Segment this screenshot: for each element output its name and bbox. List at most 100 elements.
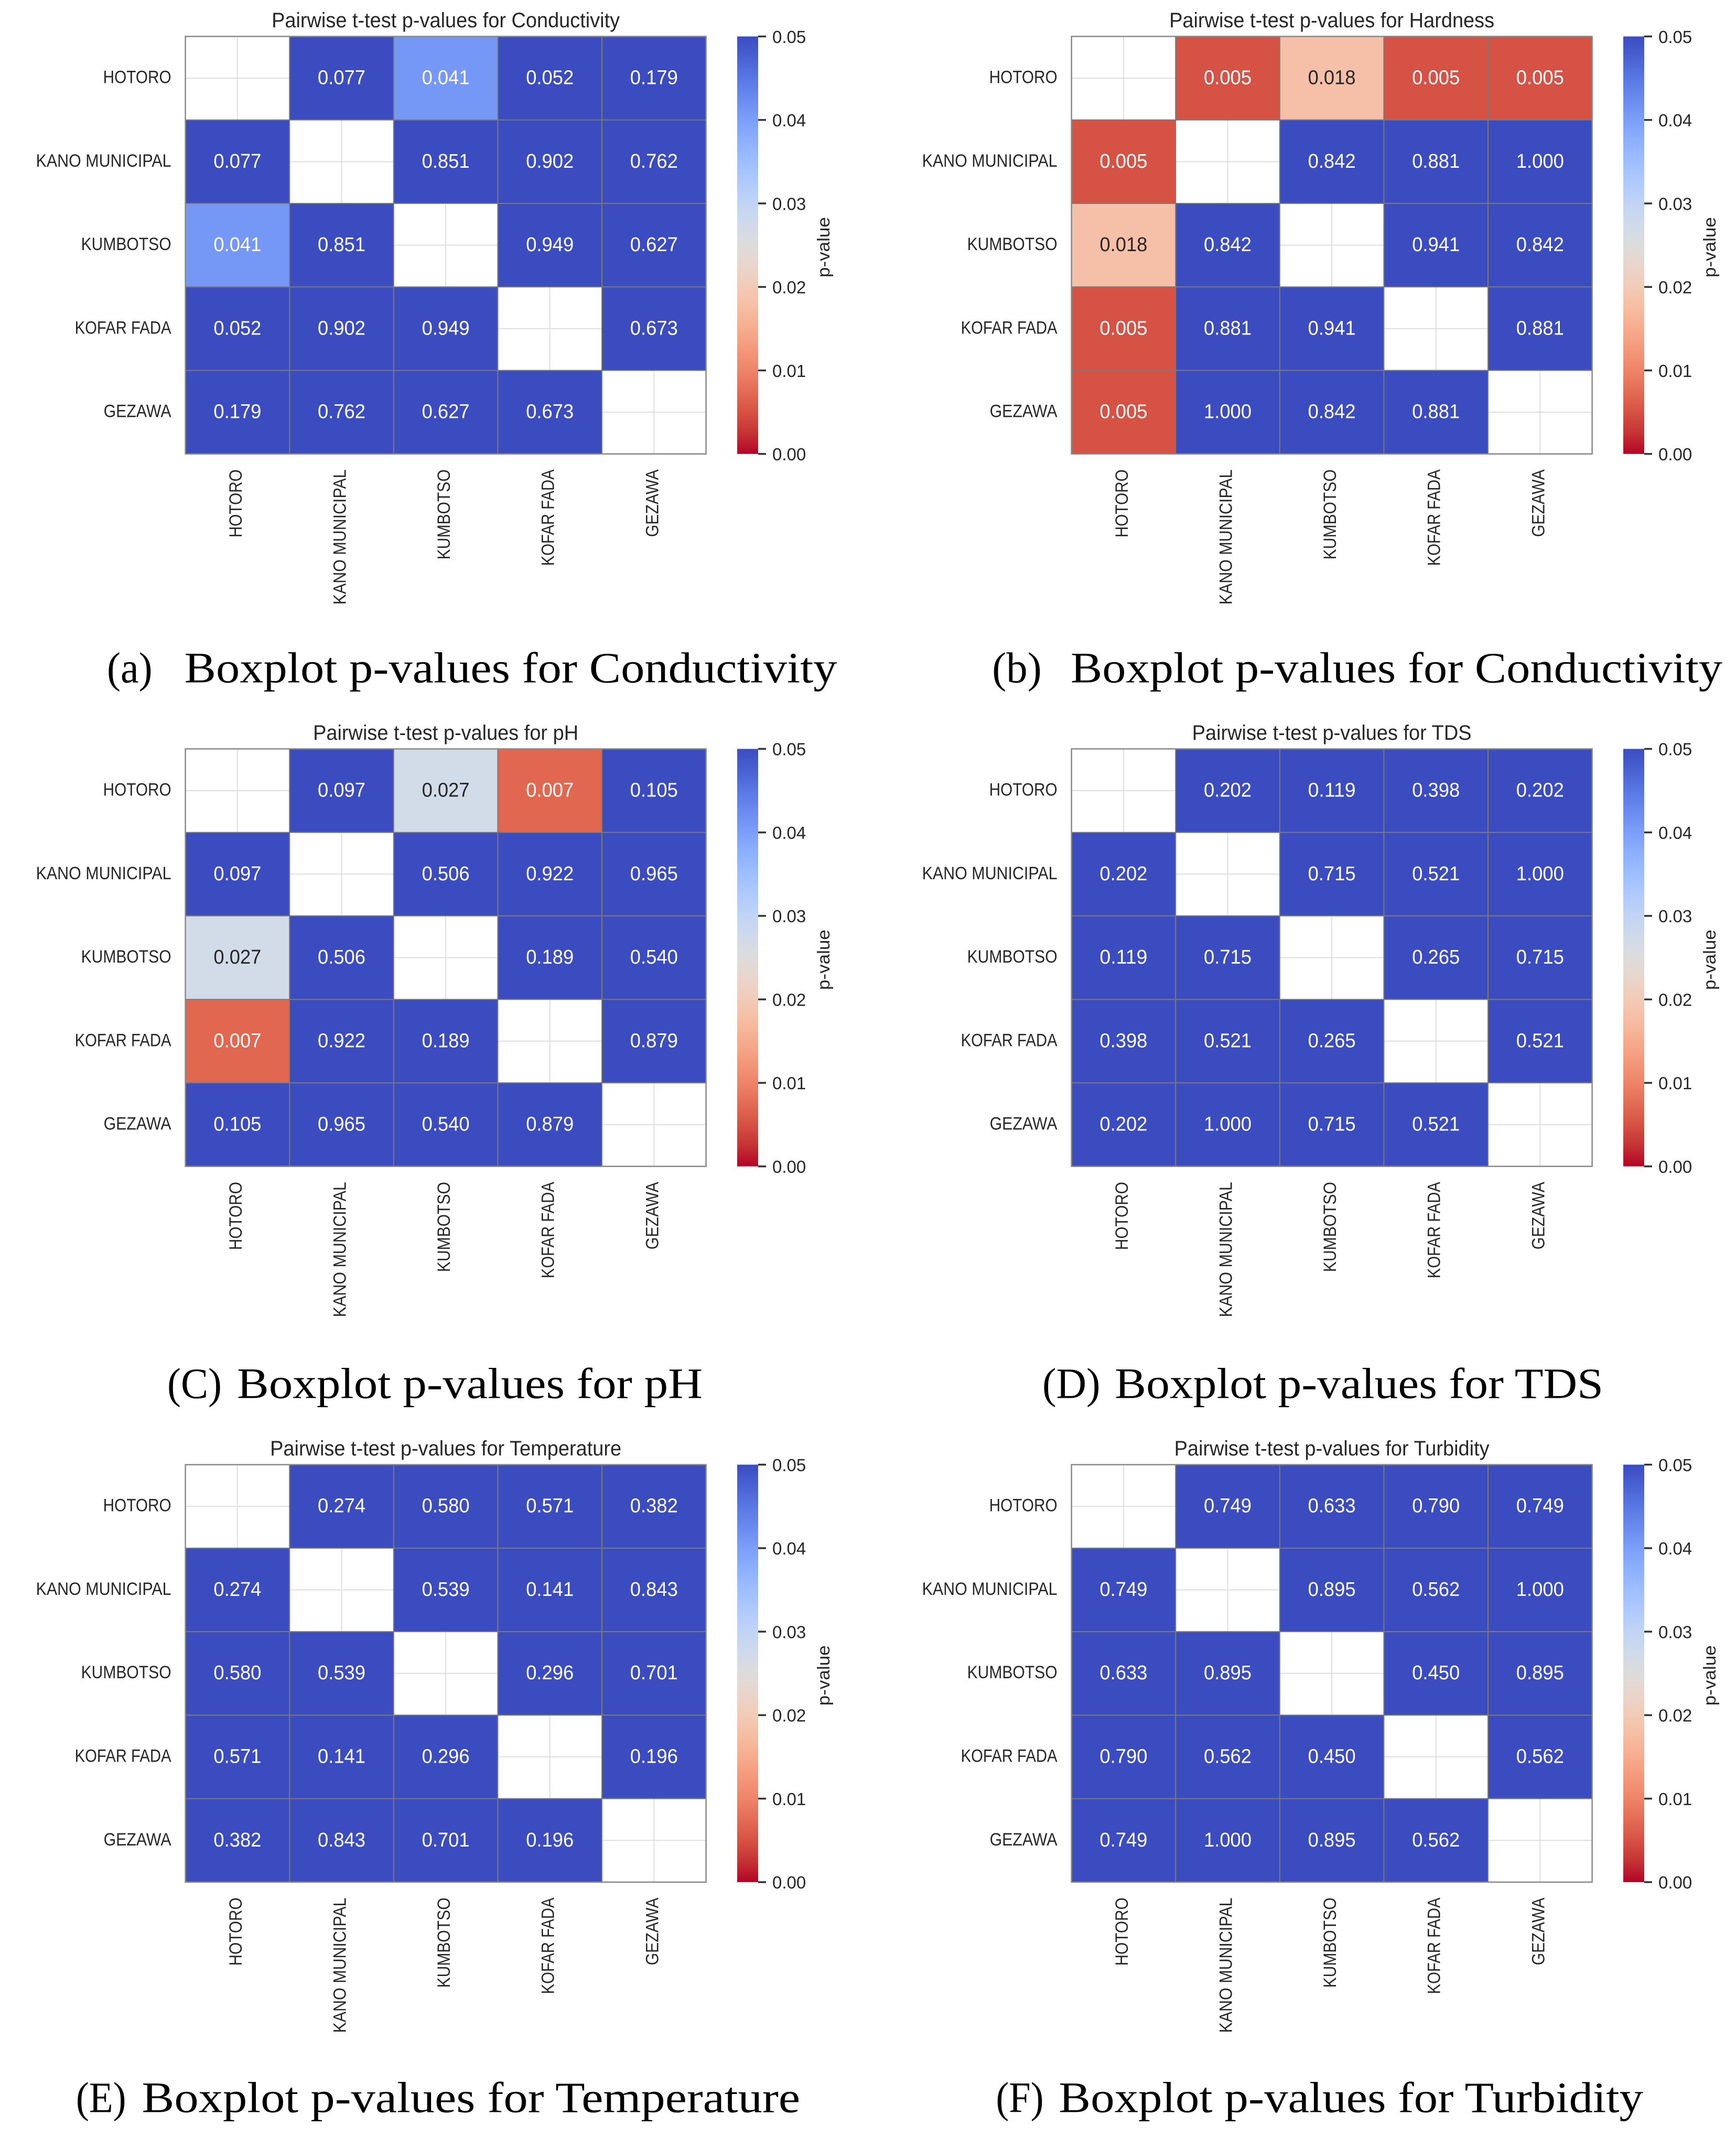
- svg-text:0.398: 0.398: [1099, 1030, 1147, 1052]
- svg-text:0.790: 0.790: [1099, 1746, 1147, 1768]
- svg-text:GEZAWA: GEZAWA: [990, 402, 1058, 422]
- svg-text:0.521: 0.521: [1412, 1114, 1460, 1136]
- svg-text:0.571: 0.571: [213, 1746, 261, 1768]
- svg-text:0.941: 0.941: [1412, 234, 1460, 256]
- svg-text:GEZAWA: GEZAWA: [1528, 469, 1548, 537]
- svg-text:0.00: 0.00: [1658, 1157, 1692, 1176]
- svg-text:0.005: 0.005: [1099, 317, 1147, 339]
- svg-text:KUMBOTSO: KUMBOTSO: [1320, 469, 1340, 559]
- svg-text:GEZAWA: GEZAWA: [642, 1182, 662, 1249]
- svg-text:0.296: 0.296: [526, 1662, 574, 1684]
- svg-text:KUMBOTSO: KUMBOTSO: [81, 234, 171, 254]
- svg-text:0.01: 0.01: [1658, 1789, 1692, 1809]
- svg-text:GEZAWA: GEZAWA: [642, 469, 662, 537]
- svg-text:Boxplot p-values for Conductiv: Boxplot p-values for Conductivity: [185, 643, 838, 692]
- svg-text:HOTORO: HOTORO: [103, 780, 171, 800]
- svg-text:0.01: 0.01: [1658, 361, 1692, 381]
- svg-text:0.119: 0.119: [1308, 780, 1356, 802]
- svg-text:0.274: 0.274: [213, 1579, 261, 1601]
- svg-text:0.506: 0.506: [318, 946, 365, 968]
- svg-text:0.627: 0.627: [422, 401, 470, 423]
- svg-text:0.749: 0.749: [1099, 1579, 1147, 1601]
- svg-text:(C): (C): [167, 1359, 222, 1408]
- svg-text:0.202: 0.202: [1204, 780, 1252, 802]
- svg-text:0.04: 0.04: [772, 111, 806, 130]
- svg-text:0.673: 0.673: [526, 401, 574, 423]
- svg-text:0.097: 0.097: [213, 863, 261, 885]
- svg-text:0.03: 0.03: [1658, 906, 1692, 926]
- svg-text:KANO MUNICIPAL: KANO MUNICIPAL: [36, 151, 171, 171]
- svg-text:(F): (F): [996, 2074, 1044, 2122]
- svg-text:0.202: 0.202: [1099, 1114, 1147, 1136]
- svg-text:KOFAR FADA: KOFAR FADA: [961, 1746, 1058, 1766]
- svg-text:0.842: 0.842: [1308, 401, 1356, 423]
- svg-text:KOFAR FADA: KOFAR FADA: [75, 318, 171, 338]
- svg-text:0.881: 0.881: [1412, 150, 1460, 172]
- svg-text:0.762: 0.762: [630, 150, 678, 172]
- svg-text:HOTORO: HOTORO: [226, 469, 246, 537]
- svg-text:p-value: p-value: [1700, 1645, 1719, 1706]
- svg-text:GEZAWA: GEZAWA: [1528, 1182, 1548, 1249]
- svg-text:Pairwise t-test p-values for T: Pairwise t-test p-values for TDS: [1192, 721, 1472, 744]
- svg-text:0.843: 0.843: [630, 1579, 678, 1601]
- svg-text:0.922: 0.922: [526, 863, 574, 885]
- svg-text:KUMBOTSO: KUMBOTSO: [434, 1182, 454, 1272]
- svg-text:Pairwise t-test p-values for T: Pairwise t-test p-values for Temperature: [270, 1437, 621, 1460]
- svg-text:(a): (a): [107, 643, 153, 692]
- svg-text:0.01: 0.01: [772, 1789, 806, 1809]
- svg-text:0.540: 0.540: [630, 946, 678, 968]
- svg-text:KUMBOTSO: KUMBOTSO: [967, 947, 1058, 967]
- svg-text:0.842: 0.842: [1308, 150, 1356, 172]
- svg-text:0.539: 0.539: [318, 1662, 365, 1684]
- svg-text:0.03: 0.03: [1658, 1622, 1692, 1642]
- svg-text:(D): (D): [1042, 1359, 1101, 1408]
- svg-text:0.105: 0.105: [630, 780, 678, 802]
- svg-text:GEZAWA: GEZAWA: [990, 1830, 1058, 1850]
- svg-text:0.627: 0.627: [630, 234, 678, 256]
- svg-text:0.05: 0.05: [772, 27, 806, 47]
- svg-text:0.895: 0.895: [1308, 1579, 1356, 1601]
- svg-text:0.018: 0.018: [1308, 67, 1356, 89]
- svg-text:0.00: 0.00: [772, 1873, 806, 1892]
- svg-text:0.01: 0.01: [772, 1074, 806, 1093]
- svg-text:0.005: 0.005: [1204, 67, 1252, 89]
- svg-text:0.673: 0.673: [630, 317, 678, 339]
- svg-text:HOTORO: HOTORO: [103, 1496, 171, 1516]
- svg-text:p-value: p-value: [814, 930, 833, 990]
- svg-text:0.851: 0.851: [318, 234, 365, 256]
- svg-text:0.05: 0.05: [772, 740, 806, 759]
- svg-text:KANO MUNICIPAL: KANO MUNICIPAL: [330, 1897, 350, 2033]
- svg-text:HOTORO: HOTORO: [1112, 1897, 1132, 1966]
- svg-text:0.949: 0.949: [526, 234, 574, 256]
- svg-text:0.04: 0.04: [772, 1539, 806, 1558]
- svg-text:0.382: 0.382: [630, 1495, 678, 1517]
- svg-text:0.762: 0.762: [318, 401, 365, 423]
- svg-text:0.296: 0.296: [422, 1746, 470, 1768]
- svg-text:GEZAWA: GEZAWA: [642, 1897, 662, 1965]
- svg-text:0.562: 0.562: [1204, 1746, 1252, 1768]
- svg-text:Boxplot p-values for Conductiv: Boxplot p-values for Conductivity: [1071, 643, 1723, 692]
- svg-text:Boxplot p-values for TDS: Boxplot p-values for TDS: [1115, 1359, 1603, 1408]
- svg-text:0.105: 0.105: [213, 1114, 261, 1136]
- svg-text:0.077: 0.077: [318, 67, 365, 89]
- svg-text:Boxplot p-values for pH: Boxplot p-values for pH: [237, 1359, 703, 1408]
- svg-text:0.843: 0.843: [318, 1829, 365, 1851]
- svg-text:0.895: 0.895: [1204, 1662, 1252, 1684]
- svg-text:0.018: 0.018: [1099, 234, 1147, 256]
- svg-text:0.881: 0.881: [1412, 401, 1460, 423]
- svg-text:p-value: p-value: [814, 1645, 833, 1706]
- svg-text:KOFAR FADA: KOFAR FADA: [961, 318, 1058, 338]
- svg-text:KUMBOTSO: KUMBOTSO: [434, 469, 454, 559]
- svg-text:1.000: 1.000: [1204, 1829, 1252, 1851]
- svg-text:0.01: 0.01: [772, 361, 806, 381]
- svg-text:KOFAR FADA: KOFAR FADA: [538, 1897, 558, 1994]
- svg-text:0.580: 0.580: [213, 1662, 261, 1684]
- svg-text:0.633: 0.633: [1308, 1495, 1356, 1517]
- svg-text:KOFAR FADA: KOFAR FADA: [1425, 1897, 1444, 1994]
- svg-text:0.562: 0.562: [1412, 1579, 1460, 1601]
- svg-text:0.965: 0.965: [318, 1114, 365, 1136]
- svg-text:0.521: 0.521: [1412, 863, 1460, 885]
- svg-text:HOTORO: HOTORO: [989, 68, 1058, 88]
- svg-text:0.005: 0.005: [1099, 150, 1147, 172]
- svg-text:0.00: 0.00: [772, 1157, 806, 1176]
